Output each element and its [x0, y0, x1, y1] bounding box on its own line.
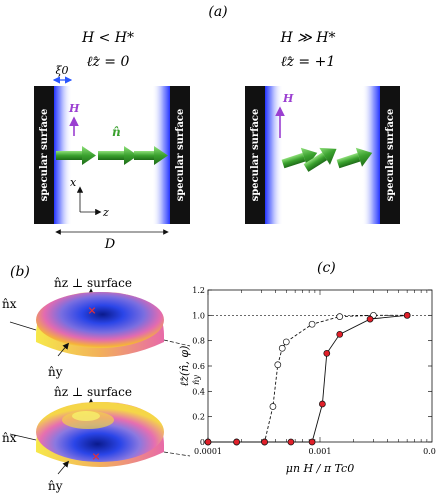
left-wall-2: [170, 86, 190, 224]
y-tick-label: 0.6: [192, 362, 205, 371]
n-vector-arrow: [336, 147, 373, 169]
series-line-0: [208, 314, 408, 443]
n-label: n̂: [112, 125, 121, 139]
y-axis-sublabel: n̂y: [192, 375, 201, 385]
lz-chart: 0 0.2 0.4 0.6 0.8 1.0 1.2 0.0001 0.001 0.01 μn H /…: [178, 286, 436, 475]
data-point-1: [233, 438, 240, 446]
top-nx-label: n̂x: [2, 297, 17, 311]
top-axis-ext: [163, 339, 191, 347]
panel-a-label: (a): [208, 4, 227, 20]
n-vector-arrow: [56, 146, 96, 165]
right-glow-2: [362, 86, 380, 224]
data-point-1: [287, 438, 295, 446]
bottom-normal-label: n̂z ⊥ surface: [54, 385, 132, 399]
top-center-mark: ×: [87, 304, 96, 317]
right-wall-2: [380, 86, 400, 224]
y-axis-label: ℓ̂z(n̂, φ): [178, 346, 191, 387]
data-point-0: [308, 320, 316, 328]
y-tick-label: 0: [200, 438, 205, 447]
y-tick-label: 0.4: [192, 387, 205, 396]
y-tick-label: 1.0: [192, 311, 205, 320]
bottom-axis-ext: [163, 451, 191, 457]
data-point-1: [336, 330, 344, 338]
bottom-nx-label: n̂x: [2, 431, 17, 445]
top-nx-axis: [9, 321, 37, 331]
wall-label-4: specular surface: [385, 109, 396, 202]
data-point-1: [308, 438, 316, 446]
top-ny-arrow: [57, 342, 70, 357]
x-tick-label: 0.001: [309, 447, 332, 456]
right-condition: H ≫ H*: [280, 30, 336, 46]
data-point-1: [403, 311, 411, 319]
top-hemisphere: [36, 292, 164, 357]
n-vector-arrow: [134, 146, 168, 165]
x-axis-label: μn H / π Tc0: [286, 462, 354, 475]
field-label-left: H: [68, 102, 80, 115]
left-wall-1: [34, 86, 54, 224]
top-normal-label: n̂z ⊥ surface: [54, 276, 132, 290]
y-tick-label: 1.2: [192, 286, 205, 295]
panel-c-label: (c): [317, 260, 336, 276]
panel-b-label: (b): [10, 264, 30, 280]
data-point-0: [278, 344, 286, 352]
n-vector-arrow: [303, 147, 337, 172]
right-lz: ℓ̂z = +1: [281, 54, 335, 70]
bottom-hemisphere: [36, 402, 164, 467]
wall-label-3: specular surface: [250, 109, 261, 202]
y-tick-label: 0.8: [192, 337, 205, 346]
data-point-0: [282, 338, 290, 346]
xi-label: ξ0: [55, 64, 68, 77]
field-label-right: H: [282, 92, 294, 105]
left-lz: ℓ̂z = 0: [87, 54, 130, 70]
bottom-center-mark: ×: [91, 450, 100, 463]
bottom-nx-axis: [9, 433, 37, 441]
series-line-1: [208, 314, 408, 443]
wall-label-2: specular surface: [175, 109, 186, 202]
data-point-0: [336, 313, 344, 320]
data-point-1: [204, 438, 212, 446]
width-label: D: [104, 237, 116, 252]
y-tick-label: 0.2: [192, 413, 205, 422]
plot-frame: [207, 289, 433, 443]
data-point-1: [319, 400, 326, 408]
right-wall-1: [245, 86, 265, 224]
n-vector-arrow: [98, 146, 138, 165]
data-point-0: [269, 403, 277, 410]
data-point-0: [274, 361, 282, 369]
bottom-ny-arrow: [57, 460, 70, 475]
x-tick-label: 0.01: [423, 447, 436, 456]
top-ny-label: n̂y: [48, 365, 63, 379]
data-point-1: [323, 349, 331, 357]
left-condition: H < H*: [81, 30, 134, 46]
wall-label-1: specular surface: [39, 109, 50, 202]
data-point-1: [366, 315, 374, 323]
axis-z-label: z: [102, 206, 109, 219]
right-glow-1: [265, 86, 283, 224]
data-point-1: [261, 438, 268, 446]
bottom-ny-label: n̂y: [48, 479, 63, 493]
n-vector-arrow: [281, 147, 318, 169]
x-tick-label: 0.0001: [194, 447, 222, 456]
axis-x-label: x: [70, 176, 77, 189]
